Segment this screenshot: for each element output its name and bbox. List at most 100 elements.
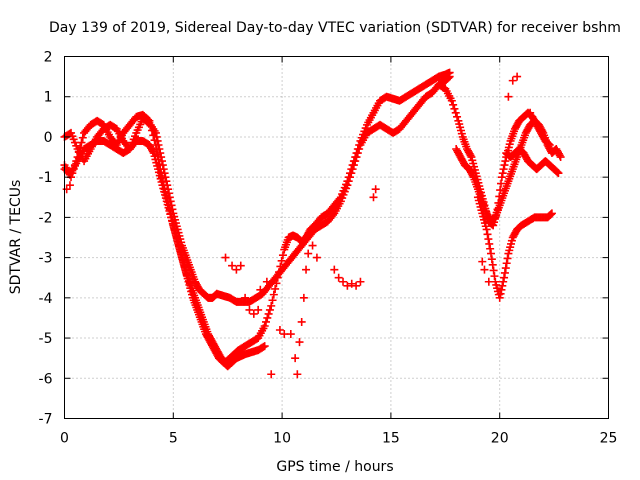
grid-lines (64, 56, 609, 419)
series-track-d (434, 80, 554, 230)
data-point (445, 72, 454, 81)
data-point-fill (347, 169, 356, 178)
data-point (334, 273, 343, 282)
data-point (347, 279, 356, 288)
data-point (308, 241, 317, 250)
data-point-fill (351, 157, 360, 166)
data-point (299, 293, 308, 302)
data-point-fill (355, 145, 364, 154)
data-point (554, 169, 563, 178)
data-point-fill (264, 309, 273, 318)
data-point (478, 257, 487, 266)
data-point (241, 293, 250, 302)
data-point-fill (165, 193, 174, 202)
data-point (508, 76, 517, 85)
data-point-fill (153, 136, 162, 145)
data-point-fill (269, 290, 278, 299)
data-point-fill (489, 266, 498, 275)
data-point (245, 305, 254, 314)
data-point-fill (468, 171, 477, 180)
data-point (352, 281, 361, 290)
series-scattered (62, 72, 539, 379)
data-point-fill (499, 165, 508, 174)
data-point (295, 338, 304, 347)
y-tick-label: -5 (39, 331, 53, 347)
plot-frame (64, 56, 609, 419)
data-point-fill (348, 165, 357, 174)
data-point (500, 273, 509, 282)
data-point (164, 189, 173, 198)
data-point-fill (487, 255, 496, 264)
data-point-fill (353, 149, 362, 158)
data-point-fill (444, 73, 453, 82)
data-point-fill (352, 153, 361, 162)
data-point (371, 185, 380, 194)
data-point (304, 249, 313, 258)
data-point-fill (500, 268, 509, 277)
y-tick-label: -1 (39, 170, 53, 186)
data-point-fill (453, 112, 462, 121)
data-point-fill (152, 132, 161, 141)
data-point-fill (466, 151, 475, 160)
data-point (504, 92, 513, 101)
data-point-fill (157, 153, 166, 162)
data-point (256, 285, 265, 294)
data-point-fill (503, 254, 512, 263)
y-axis: -7 -6 -5 -4 -3 -2 -1 0 1 2 (39, 50, 609, 428)
data-point (267, 301, 276, 310)
data-point-fill (155, 145, 164, 154)
data-point (267, 370, 276, 379)
data-point-fill (263, 313, 272, 322)
data-point (547, 209, 556, 218)
data-point-fill (546, 210, 555, 219)
data-point-fill (555, 151, 564, 160)
data-point-fill (485, 239, 494, 248)
data-point-fill (162, 177, 171, 186)
data-point-fill (345, 173, 354, 182)
data-point-fill (499, 277, 508, 286)
y-tick-label: -6 (39, 371, 53, 387)
data-point (343, 281, 352, 290)
y-tick-label: -2 (39, 210, 53, 226)
data-point-fill (451, 108, 460, 117)
x-axis: 0 5 10 15 20 25 (60, 56, 618, 447)
y-tick-label: -3 (39, 251, 53, 267)
data-point-fill (268, 296, 277, 305)
data-point (356, 277, 365, 286)
data-point (513, 72, 522, 81)
y-tick-label: 0 (44, 130, 53, 146)
x-tick-label: 0 (60, 431, 69, 447)
data-point (232, 265, 241, 274)
data-point (530, 116, 539, 125)
x-tick-label: 5 (169, 431, 178, 447)
data-point-fill (497, 285, 506, 294)
data-point (339, 277, 348, 286)
series-track-f (473, 193, 556, 302)
series-track-c (60, 136, 269, 371)
data-point (526, 108, 535, 117)
data-point-fill (484, 235, 493, 244)
data-point (343, 181, 352, 190)
data-point (260, 342, 269, 351)
data-point (160, 169, 169, 178)
data-point (151, 128, 160, 137)
x-tick-label: 25 (600, 431, 618, 447)
data-point (330, 265, 339, 274)
data-point (447, 96, 456, 105)
x-tick-label: 10 (273, 431, 291, 447)
data-point (349, 161, 358, 170)
x-axis-label: GPS time / hours (276, 459, 393, 475)
data-point-fill (488, 260, 497, 269)
data-point-fill (496, 289, 505, 298)
data-point (484, 277, 493, 286)
data-point (221, 253, 230, 262)
data-point-fill (344, 177, 353, 186)
data-point-fill (489, 214, 498, 223)
data-point (236, 261, 245, 270)
series-track-g (502, 145, 563, 178)
data-point (293, 370, 302, 379)
data-point-fill (158, 161, 167, 170)
data-points (60, 68, 565, 379)
data-point (249, 309, 258, 318)
y-tick-label: -7 (39, 412, 53, 428)
